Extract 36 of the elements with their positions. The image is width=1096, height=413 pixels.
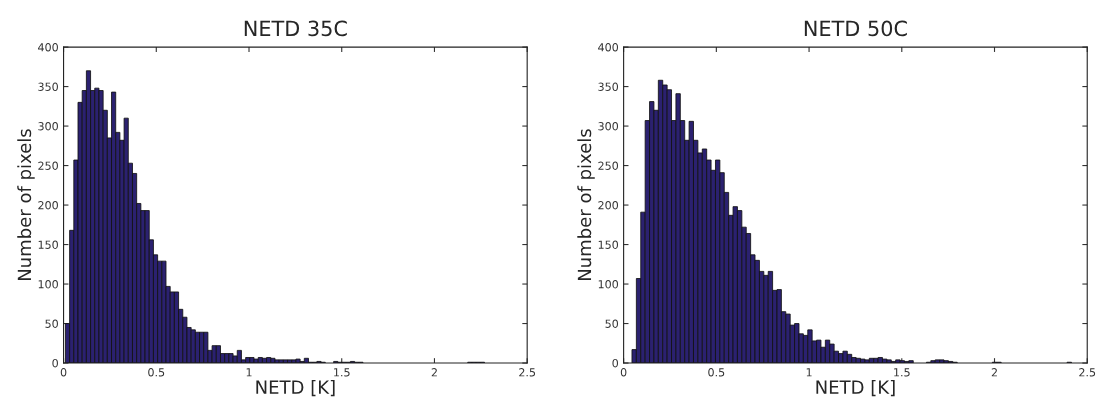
x-tick-label: 1.5	[334, 368, 350, 377]
y-tick-label: 350	[598, 82, 619, 91]
y-tick-label: 300	[598, 122, 619, 131]
y-axis-title: Number of pixels	[17, 129, 35, 281]
x-tick-label: 2.5	[519, 368, 536, 377]
y-tick-label: 50	[605, 319, 619, 328]
y-tick-label: 350	[38, 82, 58, 91]
x-tick-label: 1.5	[894, 368, 910, 377]
x-tick-label: 2	[991, 368, 997, 377]
x-axis-title: NETD [K]	[816, 380, 895, 397]
x-tick-label: 1	[246, 368, 252, 377]
y-tick-label: 250	[598, 161, 619, 170]
y-tick-label: 400	[38, 43, 58, 52]
y-tick-label: 200	[38, 201, 58, 210]
y-tick-label: 150	[598, 240, 619, 249]
y-tick-label: 100	[38, 280, 58, 289]
x-tick-label: 2	[431, 368, 437, 377]
y-tick-label: 300	[38, 122, 58, 131]
y-tick-label: 400	[598, 43, 619, 52]
y-tick-label: 50	[45, 319, 58, 328]
x-tick-label: 0.5	[148, 368, 165, 377]
x-tick-label: 0	[620, 368, 627, 377]
y-tick-label: 200	[598, 201, 619, 210]
y-tick-label: 0	[612, 359, 619, 368]
x-tick-label: 0.5	[708, 368, 725, 377]
chart-title: NETD 50C	[804, 20, 907, 37]
chart-title: NETD 35C	[244, 20, 347, 37]
x-tick-label: 0	[60, 368, 67, 377]
y-tick-label: 100	[598, 280, 619, 289]
y-tick-label: 150	[38, 240, 58, 249]
x-tick-label: 1	[806, 368, 812, 377]
y-axis-title: Number of pixels	[577, 129, 595, 281]
y-tick-label: 250	[38, 161, 58, 170]
x-tick-label: 2.5	[1079, 368, 1096, 377]
x-axis-title: NETD [K]	[256, 380, 335, 397]
y-tick-label: 0	[52, 359, 58, 368]
